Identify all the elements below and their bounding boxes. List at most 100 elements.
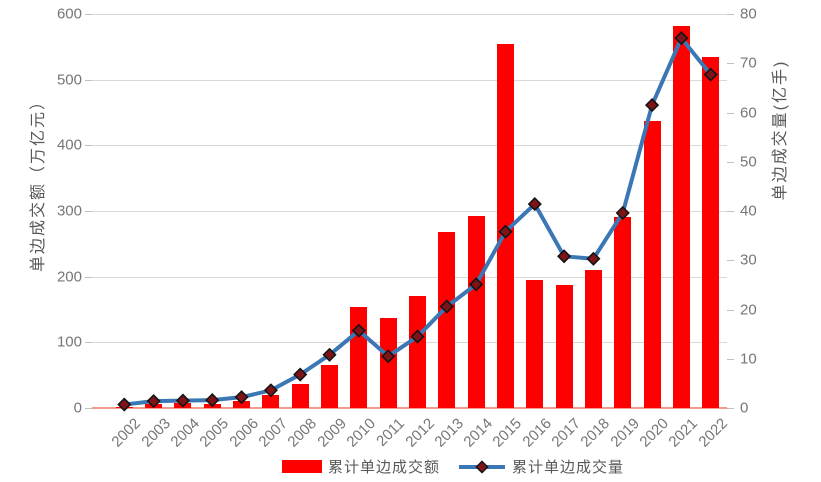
left-tick-label: 600: [56, 5, 82, 23]
diamond-marker-2011: [381, 349, 396, 364]
right-tick-mark: [727, 112, 734, 114]
diamond-marker-2020: [644, 98, 660, 113]
bar-2021: [672, 26, 690, 408]
left-tick-mark: [85, 342, 92, 344]
diamond-marker-2022: [703, 67, 718, 82]
bar-2006: [233, 401, 251, 408]
x-tick-label-2014: 2014: [460, 415, 497, 451]
bar-2019: [614, 217, 632, 408]
gridline: [92, 145, 727, 147]
right-tick-label: 70: [740, 54, 757, 72]
left-tick-label: 400: [56, 136, 82, 154]
diamond-marker-2004: [175, 393, 191, 408]
x-tick-label-2004: 2004: [167, 415, 203, 451]
right-tick-mark: [727, 260, 734, 262]
left-tick-mark: [85, 211, 92, 212]
bar-swatch-icon: [281, 460, 322, 473]
legend-label: 累计单边成交额: [327, 459, 440, 476]
diamond-marker-2012: [410, 329, 425, 344]
line-series: [117, 31, 718, 412]
diamond-marker-2016: [527, 197, 542, 212]
x-tick-label-2015: 2015: [489, 415, 526, 451]
right-tick-label: 10: [740, 350, 757, 368]
right-tick-mark: [727, 408, 734, 409]
left-tick-mark: [85, 14, 92, 15]
x-tick-label-2010: 2010: [343, 415, 379, 451]
right-tick-mark: [727, 211, 734, 212]
diamond-marker-2018: [586, 251, 601, 266]
x-tick-label-2008: 2008: [284, 415, 321, 451]
legend: 累计单边成交额 累计单边成交量: [281, 456, 624, 477]
bar-2009: [321, 365, 339, 408]
x-tick-label-2005: 2005: [196, 415, 233, 451]
x-tick-label-2021: 2021: [665, 415, 702, 451]
left-tick-label: 500: [56, 71, 82, 89]
plot-area: [92, 14, 727, 412]
bar-2014: [467, 216, 485, 408]
bar-2013: [438, 232, 456, 408]
x-tick-label-2017: 2017: [548, 415, 585, 451]
x-tick-label-2012: 2012: [401, 415, 438, 451]
diamond-marker-2019: [615, 205, 630, 221]
diamond-marker-2002: [117, 397, 132, 412]
bar-2007: [262, 394, 280, 408]
legend-item-turnover: 累计单边成交额: [281, 456, 440, 477]
diamond-marker-2009: [322, 347, 337, 362]
left-tick-label: 100: [56, 333, 82, 351]
gridline: [92, 211, 727, 212]
diamond-marker-2015: [498, 224, 513, 239]
gridline: [92, 14, 727, 15]
bar-2018: [584, 269, 602, 408]
legend-item-volume: 累计单边成交量: [458, 456, 624, 477]
diamond-marker-2017: [557, 249, 572, 264]
bar-2017: [555, 284, 573, 408]
x-tick-label-2016: 2016: [519, 415, 555, 451]
line-diamond-swatch-icon: [459, 459, 505, 474]
gridline: [92, 276, 727, 278]
diamond-marker-2007: [263, 383, 278, 398]
x-tick-label-2018: 2018: [577, 415, 614, 451]
x-tick-label-2003: 2003: [138, 415, 174, 451]
legend-label: 累计单边成交量: [512, 459, 625, 476]
right-tick-mark: [727, 309, 734, 311]
x-tick-label-2020: 2020: [636, 415, 673, 451]
left-tick-mark: [85, 145, 92, 147]
bar-2012: [409, 295, 426, 408]
right-tick-label: 50: [740, 153, 757, 171]
right-tick-label: 40: [740, 202, 757, 220]
right-tick-mark: [727, 14, 734, 15]
bar-2020: [643, 120, 661, 408]
right-tick-label: 30: [740, 251, 757, 269]
diamond-marker-2005: [205, 393, 220, 408]
x-tick-label-2007: 2007: [255, 415, 291, 451]
gridline: [92, 79, 727, 81]
right-tick-mark: [727, 358, 734, 360]
diamond-marker-2006: [234, 390, 249, 405]
diamond-marker-2010: [351, 323, 366, 338]
diamond-marker-2008: [293, 367, 308, 382]
x-tick-label-2019: 2019: [607, 415, 643, 451]
left-tick-label: 0: [73, 399, 82, 417]
diamond-marker-2013: [439, 299, 454, 314]
x-tick-label-2013: 2013: [431, 415, 467, 451]
right-tick-label: 60: [740, 104, 757, 121]
diamond-marker-2014: [469, 277, 484, 292]
diamond-marker-2003: [146, 394, 161, 409]
x-tick-label-2011: 2011: [373, 415, 409, 450]
x-tick-label-2009: 2009: [313, 415, 350, 451]
bar-2008: [291, 384, 309, 408]
x-tick-label-2006: 2006: [225, 415, 262, 451]
x-tick-label-2002: 2002: [108, 415, 145, 451]
bar-2016: [526, 279, 544, 408]
right-tick-mark: [727, 63, 734, 65]
left-tick-label: 200: [56, 268, 82, 286]
right-tick-label: 20: [740, 301, 757, 318]
left-tick-label: 300: [56, 202, 82, 220]
left-tick-mark: [85, 408, 92, 409]
left-axis-title: 单边成交额（万亿元）: [30, 91, 47, 273]
left-tick-mark: [85, 79, 92, 81]
right-tick-mark: [727, 161, 734, 163]
left-tick-mark: [85, 276, 92, 278]
x-tick-label-2022: 2022: [695, 415, 731, 451]
